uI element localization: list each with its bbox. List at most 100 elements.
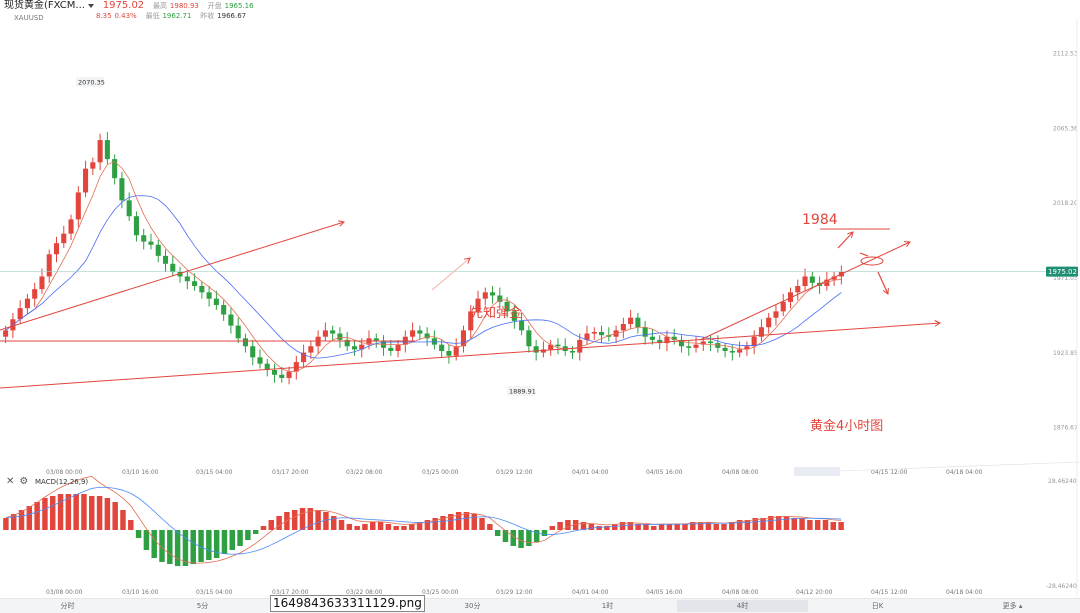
last-price: 1975.02 <box>102 0 145 11</box>
candle-body <box>410 330 416 337</box>
candle-body <box>221 305 227 315</box>
candle-body <box>61 233 67 244</box>
candle-body <box>75 192 81 220</box>
timeframe-button[interactable]: 更多 ▴ <box>1002 602 1023 610</box>
macd-bar <box>627 522 634 530</box>
candle-body <box>53 243 60 255</box>
macd-bar <box>580 522 587 530</box>
macd-bar <box>822 520 829 530</box>
low-label-bg <box>507 386 535 396</box>
close-icon[interactable]: ✕ <box>6 476 15 487</box>
arrow-head <box>847 231 854 238</box>
candle-body <box>155 244 161 256</box>
macd-bar <box>455 512 462 530</box>
arrow-head <box>338 220 345 227</box>
macd-bar <box>596 526 602 530</box>
ma-long-line <box>5 195 842 359</box>
macd-bar <box>362 524 368 530</box>
macd-bar <box>736 520 743 530</box>
candle-body <box>584 333 590 340</box>
arrow-head <box>934 320 942 327</box>
candle-body <box>693 344 699 348</box>
candle-body <box>3 330 9 337</box>
macd-bar <box>682 524 688 530</box>
macd-bar <box>65 494 72 530</box>
macd-bar <box>89 496 95 530</box>
macd-bar <box>268 520 275 530</box>
macd-x-tick-label: 04/08 08:00 <box>722 589 759 596</box>
timeframe-button[interactable]: 日K <box>871 602 884 610</box>
candles <box>3 132 844 385</box>
macd-bar <box>229 530 235 550</box>
macd-x-tick-label: 04/12 20:00 <box>796 589 833 596</box>
macd-bar <box>604 526 610 530</box>
timeframe-button[interactable]: 30分 <box>464 602 481 610</box>
macd-bar <box>697 522 704 530</box>
chevron-down-icon[interactable] <box>87 3 94 8</box>
candle-body <box>322 330 328 337</box>
instrument-title[interactable]: 现货黄金(FXCM... <box>4 0 85 11</box>
macd-bar <box>658 524 665 530</box>
candle-body <box>46 254 52 277</box>
down-arrow <box>877 271 889 295</box>
candle-body <box>511 311 517 321</box>
macd-bar <box>424 520 431 530</box>
timeframe-button[interactable]: 5分 <box>196 602 209 610</box>
macd-bar <box>471 514 477 530</box>
candle-body <box>591 331 597 334</box>
candle-body <box>482 292 488 299</box>
candle-body <box>620 324 626 331</box>
candle-body <box>489 292 496 296</box>
macd-x-tick-label: 03/25 00:00 <box>422 589 459 596</box>
macd-bar <box>533 530 540 542</box>
candle-body <box>17 308 23 320</box>
timeframe-button[interactable]: 分时 <box>60 602 75 610</box>
candle-body <box>700 341 706 345</box>
candle-body <box>831 276 837 280</box>
candle-body <box>671 336 677 340</box>
hover-date-bg <box>794 467 840 476</box>
macd-bar <box>479 518 485 530</box>
candle-body <box>148 241 154 245</box>
candle-body <box>162 255 169 264</box>
macd-bar <box>370 522 376 530</box>
watermark-text: 先知弹金 <box>470 305 522 321</box>
timeframe-bar: 分时5分15分30分1时4时日K更多 ▴ <box>0 598 1080 613</box>
macd-bar <box>565 520 571 530</box>
macd-bar <box>549 526 556 530</box>
prev-close-value: 1966.67 <box>217 12 247 20</box>
macd-bar <box>331 516 337 530</box>
macd-bar <box>744 520 751 530</box>
gear-icon[interactable]: ⚙ <box>19 476 29 487</box>
candle-body <box>737 349 743 353</box>
macd-bar <box>34 502 40 530</box>
macd-bar <box>3 518 9 530</box>
macd-x-tick-label: 03/15 04:00 <box>196 589 233 596</box>
high-label: 最高 <box>153 2 168 10</box>
ma-short-line <box>5 161 842 373</box>
candle-body <box>228 314 234 326</box>
macd-bar <box>377 522 384 530</box>
macd-controls: ✕ ⚙ <box>6 476 33 487</box>
macd-bar <box>18 510 25 530</box>
symbol-code: XAUUSD <box>14 14 44 22</box>
timeframe-button[interactable]: 4时 <box>677 600 808 612</box>
macd-x-tick-label: 04/05 16:00 <box>646 589 683 596</box>
macd-bar <box>799 518 805 530</box>
candle-body <box>577 339 583 353</box>
macd-bar <box>643 524 649 530</box>
timeframe-button[interactable]: 1时 <box>601 602 614 610</box>
macd-bar <box>167 530 173 564</box>
macd-bar <box>81 494 87 530</box>
candle-body <box>250 346 256 358</box>
y-tick-label: 1923.85 <box>1053 350 1078 357</box>
trend-line <box>0 322 941 389</box>
macd-bar <box>510 530 516 546</box>
arrow-head <box>464 257 471 264</box>
candle-body <box>39 276 45 290</box>
macd-bar <box>385 524 392 530</box>
candle-body <box>112 159 118 179</box>
macd-bar <box>432 518 438 530</box>
low-price-label: 1889.91 <box>509 388 536 396</box>
macd-bar <box>760 518 766 530</box>
